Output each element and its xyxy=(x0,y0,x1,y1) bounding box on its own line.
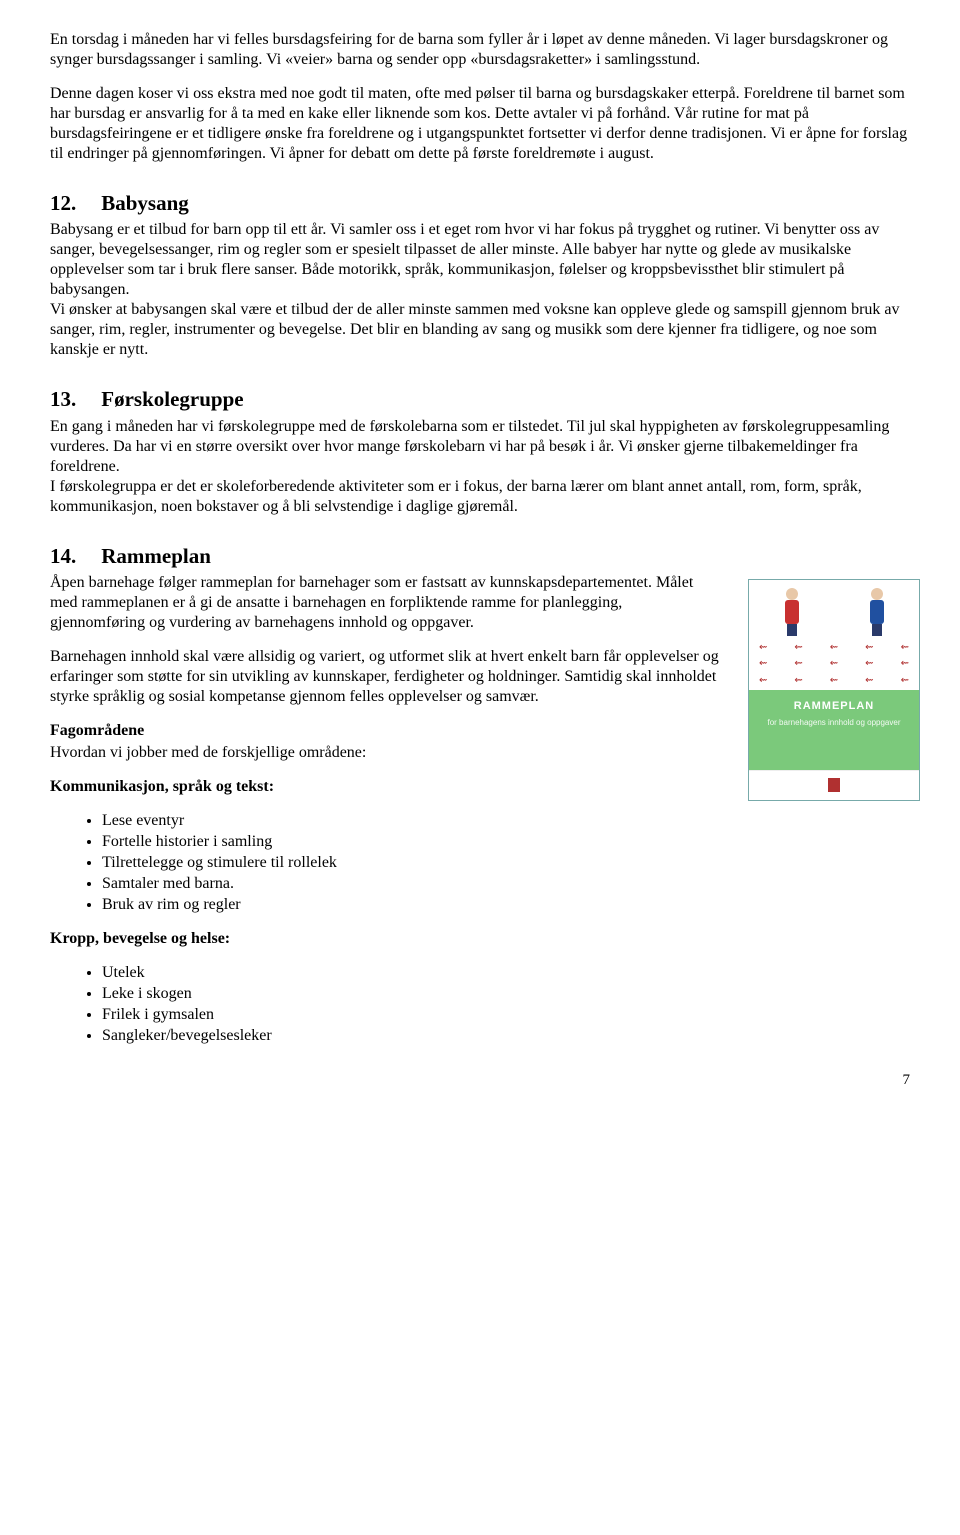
heading-14: 14. Rammeplan xyxy=(50,543,910,569)
kommunikasjon-item: Samtaler med barna. xyxy=(102,874,910,894)
heading-12-title: Babysang xyxy=(101,191,189,215)
intro-para-1: En torsdag i måneden har vi felles bursd… xyxy=(50,30,910,70)
section-14-wrap: Åpen barnehage følger rammeplan for barn… xyxy=(50,573,910,707)
deer-icon: ⇜ xyxy=(759,642,767,655)
section-12-body: Babysang er et tilbud for barn opp til e… xyxy=(50,220,910,360)
kropp-item: Utelek xyxy=(102,963,910,983)
heading-13: 13. Førskolegruppe xyxy=(50,386,910,412)
section-14-body-2: Barnehagen innhold skal være allsidig og… xyxy=(50,647,720,707)
kommunikasjon-item: Lese eventyr xyxy=(102,811,910,831)
section-13-body: En gang i måneden har vi førskolegruppe … xyxy=(50,417,910,517)
child-illustration-icon xyxy=(778,588,806,636)
heading-12: 12. Babysang xyxy=(50,190,910,216)
section-14-body-1: Åpen barnehage følger rammeplan for barn… xyxy=(50,573,720,633)
kommunikasjon-list: Lese eventyrFortelle historier i samling… xyxy=(50,811,910,915)
kommunikasjon-item: Fortelle historier i samling xyxy=(102,832,910,852)
rammeplan-cover-footer xyxy=(749,770,919,799)
page-number: 7 xyxy=(903,1071,911,1090)
heading-14-title: Rammeplan xyxy=(101,544,211,568)
heading-13-num: 13. xyxy=(50,386,96,412)
crest-icon xyxy=(828,778,840,792)
heading-14-num: 14. xyxy=(50,543,96,569)
kropp-list: UtelekLeke i skogenFrilek i gymsalenSang… xyxy=(50,963,910,1046)
rammeplan-cover-subtitle: for barnehagens innhold og oppgaver xyxy=(749,718,919,728)
kommunikasjon-item: Tilrettelegge og stimulere til rollelek xyxy=(102,853,910,873)
rammeplan-cover-title: RAMMEPLAN xyxy=(749,700,919,714)
kommunikasjon-item: Bruk av rim og regler xyxy=(102,895,910,915)
heading-12-num: 12. xyxy=(50,190,96,216)
intro-para-2: Denne dagen koser vi oss ekstra med noe … xyxy=(50,84,910,164)
heading-13-title: Førskolegruppe xyxy=(101,387,243,411)
kropp-item: Leke i skogen xyxy=(102,984,910,1004)
kropp-heading: Kropp, bevegelse og helse: xyxy=(50,929,910,949)
rammeplan-cover-illustration: ⇜⇜⇜⇜⇜ ⇜⇜⇜⇜⇜ ⇜⇜⇜⇜⇜ xyxy=(749,580,919,690)
rammeplan-cover-title-block: RAMMEPLAN for barnehagens innhold og opp… xyxy=(749,690,919,770)
child-illustration-icon xyxy=(863,588,891,636)
kropp-item: Frilek i gymsalen xyxy=(102,1005,910,1025)
rammeplan-cover-thumbnail: ⇜⇜⇜⇜⇜ ⇜⇜⇜⇜⇜ ⇜⇜⇜⇜⇜ RAMMEPLAN for barnehag… xyxy=(748,579,920,801)
kropp-item: Sangleker/bevegelsesleker xyxy=(102,1026,910,1046)
